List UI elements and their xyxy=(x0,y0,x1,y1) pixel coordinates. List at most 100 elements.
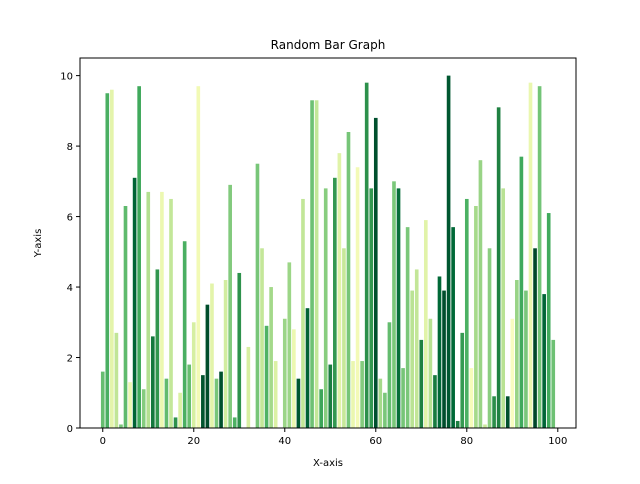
bar xyxy=(219,371,223,428)
bar xyxy=(537,86,542,428)
bar xyxy=(551,339,556,428)
bar xyxy=(455,420,460,428)
bar xyxy=(260,248,264,428)
bar xyxy=(369,188,374,428)
bar xyxy=(437,276,442,428)
bar xyxy=(228,184,232,428)
bar xyxy=(392,181,396,428)
bar xyxy=(351,361,355,428)
bar xyxy=(419,339,424,428)
bar xyxy=(287,262,292,428)
bar xyxy=(515,280,519,428)
bar xyxy=(387,322,392,428)
x-ticks: 0 20 40 60 80 100 xyxy=(100,428,567,447)
x-tick-label: 0 xyxy=(100,436,106,447)
bar xyxy=(137,86,141,428)
bar xyxy=(442,290,446,428)
x-axis-label: X-axis xyxy=(313,458,343,469)
bar xyxy=(383,392,387,428)
bar xyxy=(196,86,201,428)
bar xyxy=(396,188,401,428)
bar xyxy=(155,269,160,428)
bar xyxy=(123,206,128,428)
bar xyxy=(310,100,314,428)
y-tick-label: 4 xyxy=(67,283,73,294)
bar xyxy=(305,308,310,428)
bar xyxy=(182,241,187,428)
bar xyxy=(314,100,319,428)
bar xyxy=(410,290,414,428)
bar xyxy=(492,396,496,428)
bar xyxy=(214,378,219,428)
bar xyxy=(178,392,182,428)
bar xyxy=(273,361,278,428)
bar xyxy=(173,417,178,428)
bar xyxy=(433,375,437,428)
y-tick-label: 8 xyxy=(67,142,73,153)
bar xyxy=(128,382,132,428)
bar xyxy=(201,375,205,428)
bar xyxy=(132,177,137,428)
chart-title: Random Bar Graph xyxy=(271,38,386,52)
bar xyxy=(105,93,110,429)
bars-layer xyxy=(100,75,556,429)
y-axis-label: Y-axis xyxy=(33,229,44,259)
bar xyxy=(401,368,405,428)
bar xyxy=(405,227,410,428)
y-tick-label: 0 xyxy=(67,424,73,435)
bar xyxy=(496,107,501,428)
bar xyxy=(487,248,492,428)
x-tick-label: 20 xyxy=(187,436,200,447)
x-tick-label: 80 xyxy=(460,436,473,447)
bar xyxy=(542,294,546,428)
bar xyxy=(205,304,210,428)
bar xyxy=(187,364,192,428)
bar xyxy=(483,424,487,428)
y-tick-label: 10 xyxy=(60,72,73,83)
bar xyxy=(150,336,155,428)
bar xyxy=(232,417,237,428)
bar xyxy=(114,332,119,428)
bar xyxy=(323,188,328,428)
x-tick-label: 100 xyxy=(548,436,567,447)
bar xyxy=(501,188,506,428)
bar xyxy=(346,132,351,428)
bar xyxy=(269,287,273,428)
bar xyxy=(342,248,346,428)
bar xyxy=(414,269,419,428)
bar xyxy=(210,283,214,428)
bar xyxy=(519,156,524,429)
bar xyxy=(474,206,478,428)
plot-frame xyxy=(79,57,577,429)
bar xyxy=(469,368,474,428)
bar xyxy=(319,389,323,428)
bar xyxy=(505,396,510,428)
bar xyxy=(478,160,483,428)
bar xyxy=(237,272,242,428)
bar xyxy=(292,329,296,428)
bar xyxy=(264,325,269,428)
y-ticks: 0 2 4 6 8 10 xyxy=(60,72,80,435)
bar xyxy=(255,163,260,428)
bar xyxy=(546,213,551,428)
bar xyxy=(378,378,383,428)
bar xyxy=(164,378,169,428)
bar xyxy=(169,198,173,428)
bar xyxy=(428,318,433,428)
bar xyxy=(328,364,333,428)
bar xyxy=(424,220,428,428)
bar xyxy=(301,198,305,428)
bar xyxy=(110,89,114,429)
bar xyxy=(533,248,537,428)
bar xyxy=(282,318,287,428)
bar xyxy=(191,322,196,428)
bar xyxy=(296,378,301,428)
bar xyxy=(119,424,123,428)
bar xyxy=(223,280,228,428)
bar xyxy=(141,389,146,428)
bar xyxy=(333,177,337,428)
bar xyxy=(160,191,164,428)
bar xyxy=(146,191,151,428)
